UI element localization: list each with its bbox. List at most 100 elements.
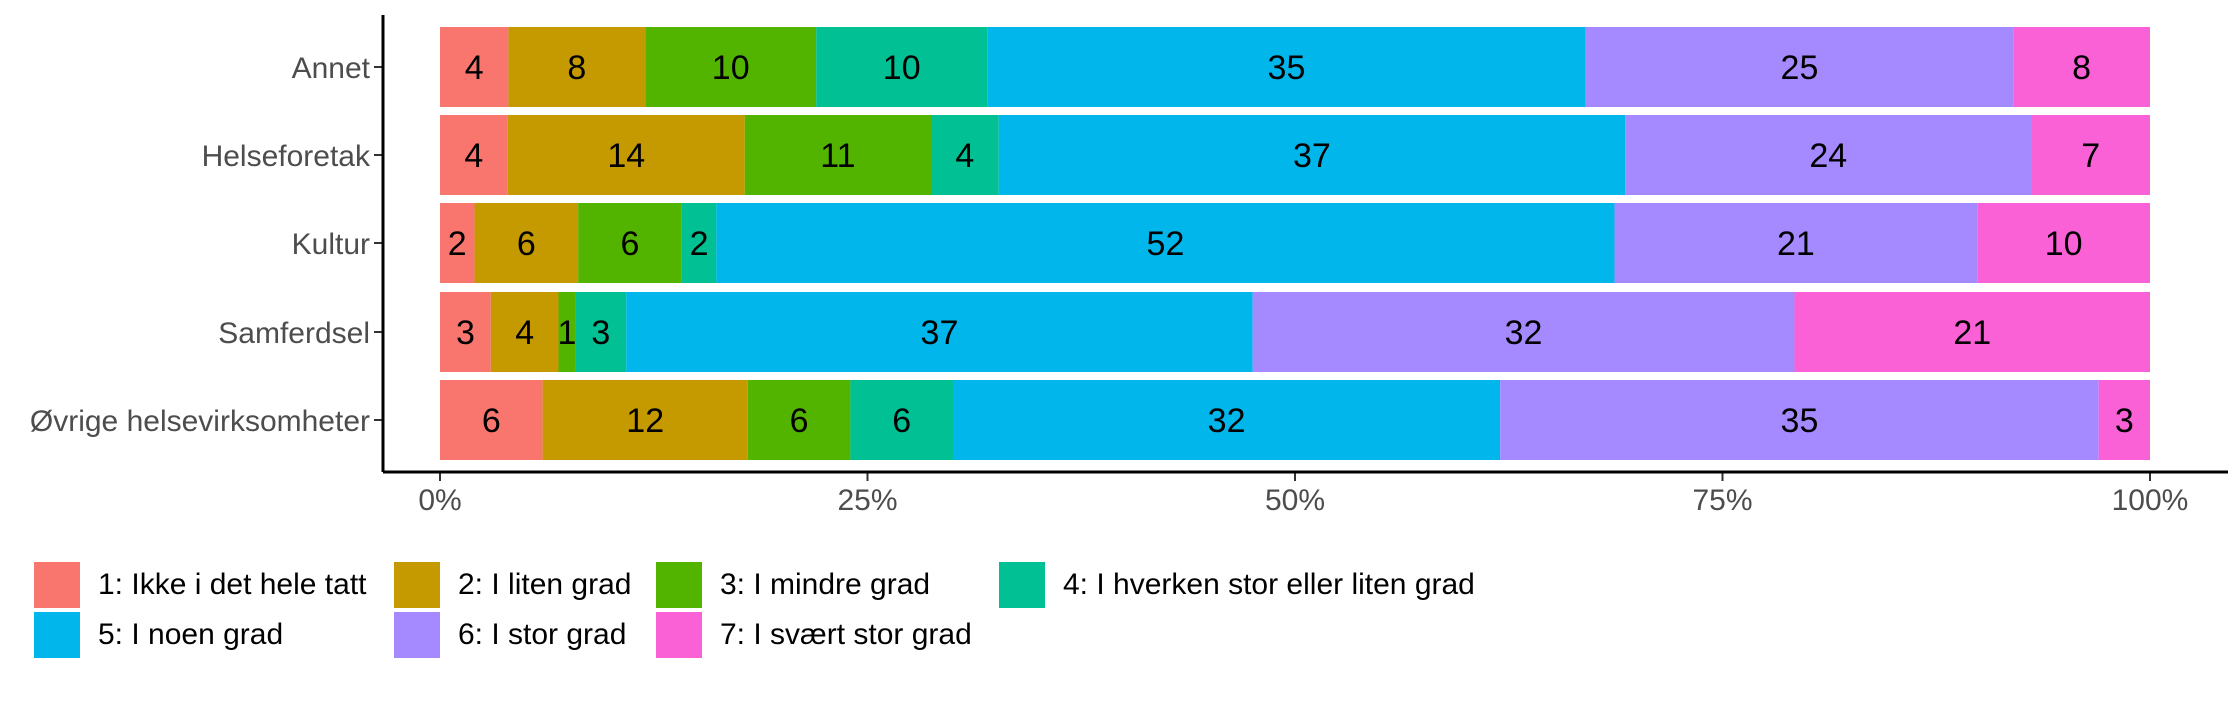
category-label: Annet — [292, 52, 371, 85]
bar-segment — [816, 27, 988, 107]
data-label: 6 — [482, 402, 501, 440]
data-label: 12 — [626, 402, 664, 440]
data-label: 6 — [892, 402, 911, 440]
bar-segment — [1585, 27, 2014, 107]
bar-segment — [998, 115, 1626, 195]
data-label: 7 — [2081, 137, 2100, 175]
bar-segment — [747, 380, 851, 460]
data-label: 2 — [690, 225, 709, 263]
x-tick-label: 0% — [418, 484, 461, 517]
bar-segment — [1977, 203, 2150, 283]
y-axis-labels: Annet Helseforetak Kultur Samferdsel Øvrige … — [30, 52, 383, 438]
data-label: 21 — [1953, 314, 1991, 352]
data-label: 8 — [2072, 49, 2091, 87]
legend-item: 6: I stor grad — [394, 610, 626, 660]
legend-label: 6: I stor grad — [458, 618, 627, 651]
category-label: Helseforetak — [202, 140, 371, 173]
bar-segment — [1794, 292, 2150, 372]
bar-segment — [507, 115, 745, 195]
legend: 1: Ikke i det hele tatt 2: I liten grad 3:… — [34, 560, 1594, 680]
data-label: 4 — [464, 137, 483, 175]
data-label: 6 — [517, 225, 536, 263]
bar-segment — [930, 115, 999, 195]
bar-segment — [2098, 380, 2150, 460]
data-label: 52 — [1147, 225, 1185, 263]
bar-segment — [474, 203, 579, 283]
bar-segment — [744, 115, 931, 195]
data-label: 10 — [712, 49, 750, 87]
bar-segment — [575, 292, 627, 372]
data-label: 3 — [591, 314, 610, 352]
bar-segment — [2031, 115, 2150, 195]
bar-segment — [626, 292, 1253, 372]
bar-segment — [558, 292, 576, 372]
data-label: 14 — [607, 137, 645, 175]
legend-label: 3: I mindre grad — [720, 568, 931, 601]
bar-segment — [508, 27, 646, 107]
bar-segment — [440, 203, 475, 283]
data-label: 10 — [2045, 225, 2083, 263]
category-label: Øvrige helsevirksomheter — [30, 405, 370, 438]
bar-segment — [440, 380, 543, 460]
data-label: 1 — [558, 314, 577, 352]
legend-item: 7: I svært stor grad — [656, 610, 972, 660]
category-label: Kultur — [292, 228, 370, 261]
x-tick-label: 75% — [1692, 484, 1752, 517]
data-label: 6 — [790, 402, 809, 440]
legend-swatch — [656, 562, 702, 608]
data-label: 37 — [1293, 137, 1331, 175]
legend-item: 3: I mindre grad — [656, 560, 930, 610]
data-label: 37 — [921, 314, 959, 352]
data-label: 25 — [1781, 49, 1819, 87]
bar-segment — [578, 203, 682, 283]
legend-label: 2: I liten grad — [458, 568, 632, 601]
data-label: 10 — [883, 49, 921, 87]
legend-label: 7: I svært stor grad — [720, 618, 972, 651]
legend-item: 1: Ikke i det hele tatt — [34, 560, 367, 610]
legend-item: 4: I hverken stor eller liten grad — [999, 560, 1475, 610]
legend-swatch — [394, 562, 440, 608]
data-label: 24 — [1809, 137, 1847, 175]
stacked-bar-chart: Annet Helseforetak Kultur Samferdsel Øvrige … — [30, 15, 2228, 517]
x-tick-label: 100% — [2112, 484, 2189, 517]
bar-segment — [681, 203, 717, 283]
legend-item: 2: I liten grad — [394, 560, 631, 610]
data-label: 2 — [448, 225, 467, 263]
x-tick-label: 50% — [1265, 484, 1325, 517]
bar-segment — [490, 292, 559, 372]
bar-segment — [987, 27, 1586, 107]
legend-swatch — [34, 562, 80, 608]
bar-segment — [2013, 27, 2150, 107]
bar-segment — [716, 203, 1615, 283]
bar-segment — [1252, 292, 1795, 372]
category-label: Samferdsel — [218, 317, 370, 350]
data-label: 32 — [1208, 402, 1246, 440]
data-label: 11 — [820, 137, 855, 175]
bar-segment — [1625, 115, 2032, 195]
data-label: 4 — [955, 137, 974, 175]
bar-segment — [953, 380, 1501, 460]
legend-label: 1: Ikke i det hele tatt — [98, 568, 367, 601]
data-label: 6 — [621, 225, 640, 263]
legend-label: 5: I noen grad — [98, 618, 284, 651]
legend-label: 4: I hverken stor eller liten grad — [1063, 568, 1475, 601]
legend-swatch — [999, 562, 1045, 608]
x-axis-ticks: 0% 25% 50% 75% 100% — [418, 472, 2188, 517]
data-label: 4 — [465, 49, 484, 87]
data-label: 4 — [515, 314, 534, 352]
data-label: 35 — [1781, 402, 1819, 440]
data-label: 35 — [1268, 49, 1306, 87]
data-label: 8 — [567, 49, 586, 87]
x-tick-label: 25% — [837, 484, 897, 517]
bar-segment — [542, 380, 748, 460]
bars: 4 8 10 10 35 25 84 14 11 4 37 24 72 6 6 2 52 21 103 4 1 3 37 32… — [440, 27, 2150, 460]
data-label: 21 — [1777, 225, 1815, 263]
legend-swatch — [34, 612, 80, 658]
bar-segment — [850, 380, 953, 460]
bar-segment — [440, 115, 508, 195]
data-label: 3 — [2115, 402, 2134, 440]
bar-segment — [1614, 203, 1978, 283]
legend-item: 5: I noen grad — [34, 610, 283, 660]
legend-swatch — [394, 612, 440, 658]
data-label: 3 — [456, 314, 475, 352]
